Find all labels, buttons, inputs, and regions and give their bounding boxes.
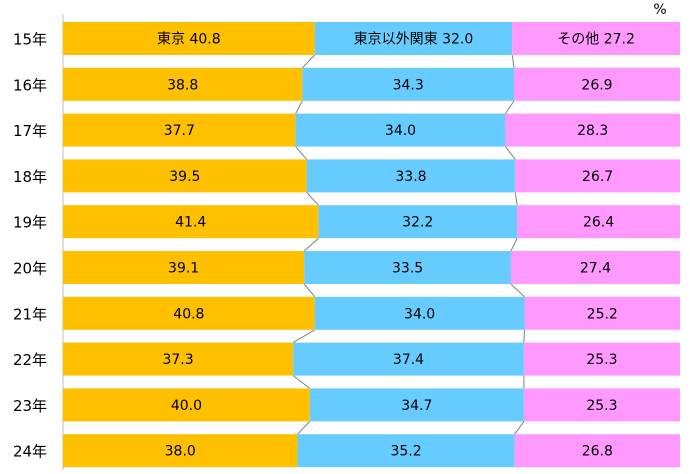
value-label-3-1: 37.7 xyxy=(164,123,195,139)
category-label-1: 15年 xyxy=(13,31,47,49)
bar-2-2 xyxy=(302,67,515,101)
labels: 東京 40.8 東京以外関東 32.0 その他 27.2 15年 38.8 34.3 26.… xyxy=(13,31,635,461)
category-label-3: 17年 xyxy=(13,122,47,140)
series-line-1-5 xyxy=(303,237,319,252)
bar-3-2 xyxy=(295,113,506,147)
value-label-6-1: 39.1 xyxy=(168,261,199,277)
category-label-6: 20年 xyxy=(13,260,47,278)
category-label-5: 19年 xyxy=(13,214,47,232)
bar-9-3 xyxy=(523,388,680,422)
value-label-6-3: 27.4 xyxy=(580,261,611,277)
value-label-10-2: 35.2 xyxy=(390,444,421,460)
series-line-2-1 xyxy=(511,54,515,68)
value-label-9-3: 25.3 xyxy=(586,398,617,414)
bar-3-1 xyxy=(63,113,296,147)
bar-8-3 xyxy=(523,342,680,376)
bar-9-1 xyxy=(63,388,310,422)
bar-6-1 xyxy=(63,251,305,284)
category-label-4: 18年 xyxy=(13,168,47,186)
bar-3-3 xyxy=(505,113,680,147)
bar-5-3 xyxy=(517,205,680,239)
series-line-1-4 xyxy=(306,192,319,206)
bar-6-2 xyxy=(304,251,511,284)
series-line-1-8 xyxy=(292,375,311,389)
series-line-2-2 xyxy=(504,100,515,114)
value-label-7-3: 25.2 xyxy=(587,306,618,322)
value-label-1-1: 東京 40.8 xyxy=(157,32,221,48)
bar-10-2 xyxy=(297,434,515,468)
bar-8-2 xyxy=(293,342,524,376)
series-line-2-9 xyxy=(514,421,525,435)
series-lines xyxy=(292,54,526,435)
bar-5-1 xyxy=(63,205,319,239)
value-label-5-2: 32.2 xyxy=(402,215,433,231)
series-line-1-3 xyxy=(295,146,308,160)
category-label-10: 24年 xyxy=(13,443,47,461)
unit-label: % xyxy=(653,2,666,18)
bar-1-1 xyxy=(63,22,315,55)
bar-5-2 xyxy=(318,205,518,239)
value-label-8-3: 25.3 xyxy=(586,352,617,368)
value-label-2-1: 38.8 xyxy=(167,77,198,93)
value-label-9-1: 40.0 xyxy=(171,398,202,414)
value-label-3-2: 34.0 xyxy=(385,123,416,139)
bar-7-2 xyxy=(314,296,525,330)
value-label-8-2: 37.4 xyxy=(393,352,424,368)
series-line-1-1 xyxy=(302,54,316,69)
category-label-9: 23年 xyxy=(13,397,47,415)
series-line-2-4 xyxy=(514,192,518,206)
series-line-2-3 xyxy=(504,146,516,160)
bar-6-3 xyxy=(510,251,680,284)
value-label-4-3: 26.7 xyxy=(582,169,613,185)
value-label-4-1: 39.5 xyxy=(169,169,200,185)
value-label-5-3: 26.4 xyxy=(583,215,614,231)
value-label-8-1: 37.3 xyxy=(162,352,193,368)
bar-10-3 xyxy=(514,434,680,468)
series-line-1-6 xyxy=(303,283,316,298)
value-label-10-1: 38.0 xyxy=(165,444,196,460)
bar-2-3 xyxy=(514,67,680,101)
series-line-2-6 xyxy=(510,283,525,298)
bar-7-3 xyxy=(524,296,680,330)
value-label-2-2: 34.3 xyxy=(393,77,424,93)
bar-4-1 xyxy=(63,159,307,193)
bar-4-3 xyxy=(515,159,680,193)
value-label-1-2: 東京以外関東 32.0 xyxy=(354,32,474,48)
bar-1-2 xyxy=(314,22,513,55)
value-label-7-1: 40.8 xyxy=(173,306,204,322)
category-label-2: 16年 xyxy=(13,76,47,94)
value-label-5-1: 41.4 xyxy=(175,215,206,231)
series-line-2-5 xyxy=(510,237,518,252)
bar-2-1 xyxy=(63,67,303,101)
value-label-3-3: 28.3 xyxy=(577,123,608,139)
bar-9-2 xyxy=(309,388,524,422)
bars xyxy=(63,22,680,468)
series-line-2-7 xyxy=(523,329,526,343)
bar-8-1 xyxy=(63,342,294,376)
value-label-2-3: 26.9 xyxy=(581,77,612,93)
value-label-9-2: 34.7 xyxy=(401,398,432,414)
value-label-6-2: 33.5 xyxy=(392,261,423,277)
series-line-1-2 xyxy=(295,100,303,114)
bar-4-2 xyxy=(306,159,516,193)
value-label-7-2: 34.0 xyxy=(404,306,435,322)
series-line-1-9 xyxy=(297,421,311,435)
category-label-8: 22年 xyxy=(13,351,47,369)
value-label-4-2: 33.8 xyxy=(395,169,426,185)
value-label-1-3: その他 27.2 xyxy=(557,32,635,48)
value-label-10-3: 26.8 xyxy=(582,444,613,460)
series-line-1-7 xyxy=(292,329,315,344)
category-label-7: 21年 xyxy=(13,305,47,323)
bar-10-1 xyxy=(63,434,298,468)
bar-1-3 xyxy=(512,22,680,55)
bar-7-1 xyxy=(63,296,315,330)
